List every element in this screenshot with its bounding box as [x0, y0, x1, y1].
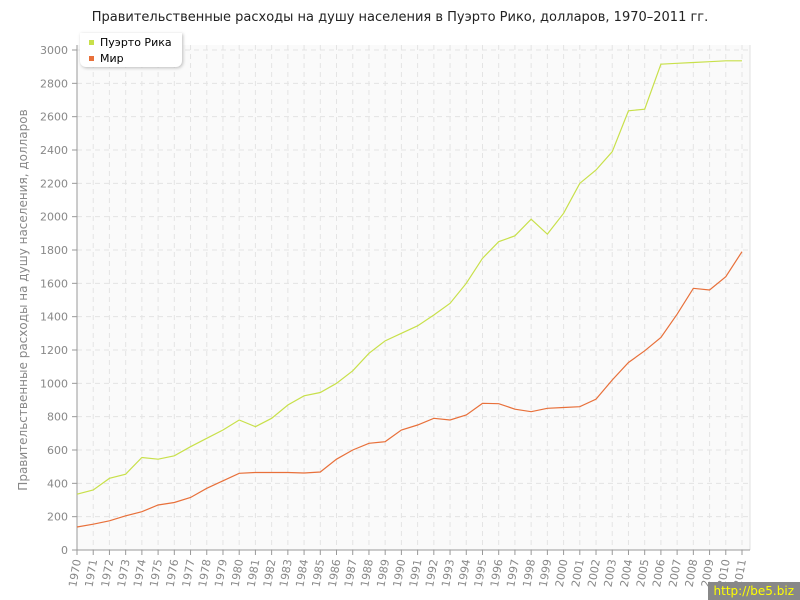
x-tick-label: 2003	[602, 558, 620, 588]
x-tick-label: 2007	[666, 558, 684, 588]
x-tick-label: 1996	[488, 558, 506, 588]
x-tick-label: 2001	[569, 558, 587, 588]
x-tick-label: 2006	[650, 558, 668, 588]
watermark: http://be5.biz	[707, 582, 800, 600]
y-tick-label: 800	[47, 411, 68, 424]
x-tick-label: 1987	[342, 558, 360, 588]
x-tick-label: 2000	[553, 558, 571, 588]
x-tick-label: 2008	[683, 558, 701, 588]
x-tick-label: 1997	[504, 558, 522, 588]
legend-swatch	[89, 39, 94, 45]
y-tick-label: 2000	[40, 211, 68, 224]
legend-label: Пуэрто Рика	[100, 35, 172, 49]
x-tick-label: 2011	[731, 558, 749, 588]
x-tick-label: 1974	[131, 558, 149, 588]
series-line	[76, 251, 743, 528]
legend-item: Мир	[89, 51, 182, 65]
x-tick-label: 2004	[618, 558, 636, 588]
y-tick-label: 1000	[40, 377, 68, 390]
x-tick-label: 1983	[277, 558, 295, 588]
x-tick-label: 1989	[374, 558, 392, 588]
y-tick-label: 1200	[40, 344, 68, 357]
x-tick-label: 1972	[99, 558, 117, 588]
legend-label: Мир	[100, 51, 124, 65]
chart-title: Правительственные расходы на душу населе…	[91, 10, 709, 25]
series-line	[76, 60, 742, 495]
x-tick-label: 1985	[310, 558, 328, 588]
y-tick-label: 2200	[40, 177, 68, 190]
y-tick-label: 200	[47, 511, 68, 524]
legend-swatch	[89, 55, 94, 61]
x-tick-label: 1980	[228, 558, 246, 588]
y-tick-label: 0	[61, 544, 68, 557]
x-tick-label: 2002	[585, 558, 603, 588]
x-tick-label: 1973	[115, 558, 133, 588]
y-tick-label: 1400	[40, 311, 68, 324]
x-tick-label: 2005	[634, 558, 652, 588]
x-tick-label: 1992	[423, 558, 441, 588]
x-tick-label: 1977	[180, 558, 198, 588]
x-tick-label: 1982	[261, 558, 279, 588]
x-tick-label: 1999	[537, 558, 555, 588]
legend-item: Пуэрто Рика	[89, 35, 182, 49]
y-tick-label: 1600	[40, 277, 68, 290]
plot-area	[77, 45, 750, 550]
x-tick-label: 1979	[212, 558, 230, 588]
x-tick-label: 1991	[407, 558, 425, 588]
y-tick-label: 2400	[40, 144, 68, 157]
x-tick-label: 2010	[715, 558, 733, 588]
x-tick-label: 1971	[83, 558, 101, 588]
x-tick-label: 1976	[164, 558, 182, 588]
y-tick-label: 3000	[40, 44, 68, 57]
x-tick-label: 1988	[358, 558, 376, 588]
x-tick-label: 1975	[147, 558, 165, 588]
x-tick-label: 1990	[391, 558, 409, 588]
x-tick-label: 1984	[293, 558, 311, 588]
x-tick-label: 1998	[520, 558, 538, 588]
x-tick-label: 1970	[66, 558, 84, 588]
legend: Пуэрто Рика Мир	[80, 33, 182, 67]
y-tick-label: 600	[47, 444, 68, 457]
y-tick-label: 400	[47, 477, 68, 490]
y-tick-label: 1800	[40, 244, 68, 257]
x-tick-label: 1994	[456, 558, 474, 588]
x-tick-label: 2009	[699, 558, 717, 588]
x-tick-label: 1986	[326, 558, 344, 588]
x-tick-label: 1993	[439, 558, 457, 588]
x-tick-label: 1978	[196, 558, 214, 588]
y-tick-label: 2600	[40, 111, 68, 124]
y-axis-label: Правительственные расходы на душу населе…	[16, 109, 30, 490]
x-tick-label: 1995	[472, 558, 490, 588]
x-tick-label: 1981	[245, 558, 263, 588]
y-tick-label: 2800	[40, 77, 68, 90]
